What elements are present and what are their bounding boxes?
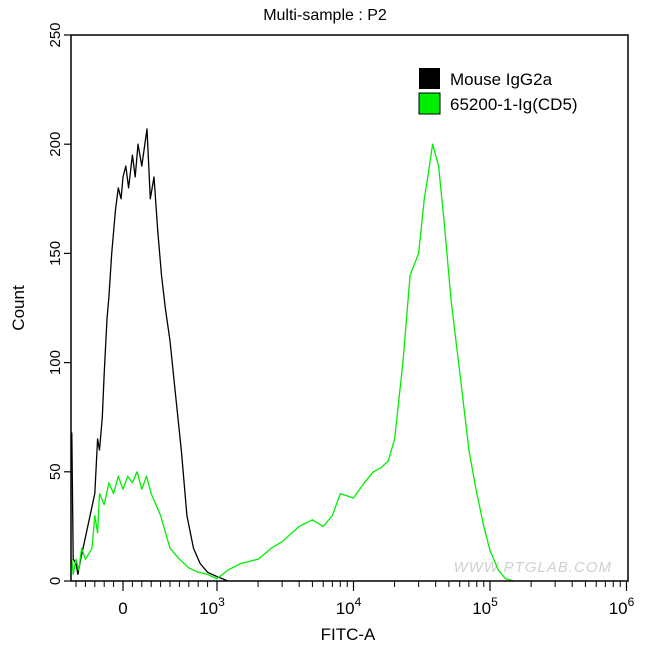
x-tick-label: 106 [609, 595, 635, 618]
y-tick-label: 100 [47, 350, 64, 375]
x-tick-label: 103 [199, 595, 225, 618]
legend-label-65200-1-ig: 65200-1-Ig(CD5) [450, 95, 578, 114]
chart-title: Multi-sample : P2 [263, 7, 387, 24]
plot-frame [70, 34, 629, 582]
legend-swatch-mouse-igg2a [419, 68, 440, 89]
y-axis-label: Count [9, 285, 28, 331]
x-tick-label: 0 [118, 599, 127, 618]
x-tick-label: 104 [336, 595, 362, 618]
legend-label-mouse-igg2a: Mouse IgG2a [450, 70, 553, 89]
x-axis-label: FITC-A [321, 625, 376, 644]
legend: Mouse IgG2a 65200-1-Ig(CD5) [418, 68, 578, 115]
y-tick-label: 250 [47, 22, 64, 47]
y-tick-label: 50 [47, 463, 64, 480]
legend-swatch-65200-1-ig [418, 92, 441, 115]
y-tick-label: 0 [47, 577, 64, 585]
x-tick-label: 105 [472, 595, 498, 618]
series-layer [71, 128, 515, 582]
y-tick-label: 200 [47, 132, 64, 157]
series-line-1 [71, 143, 515, 582]
y-tick-label: 150 [47, 241, 64, 266]
series-line-0 [71, 128, 229, 582]
axes-layer: 0 50 100 150 200 250 0 103 104 105 106 [47, 22, 635, 618]
watermark: WWW.PTGLAB.COM [454, 559, 612, 576]
